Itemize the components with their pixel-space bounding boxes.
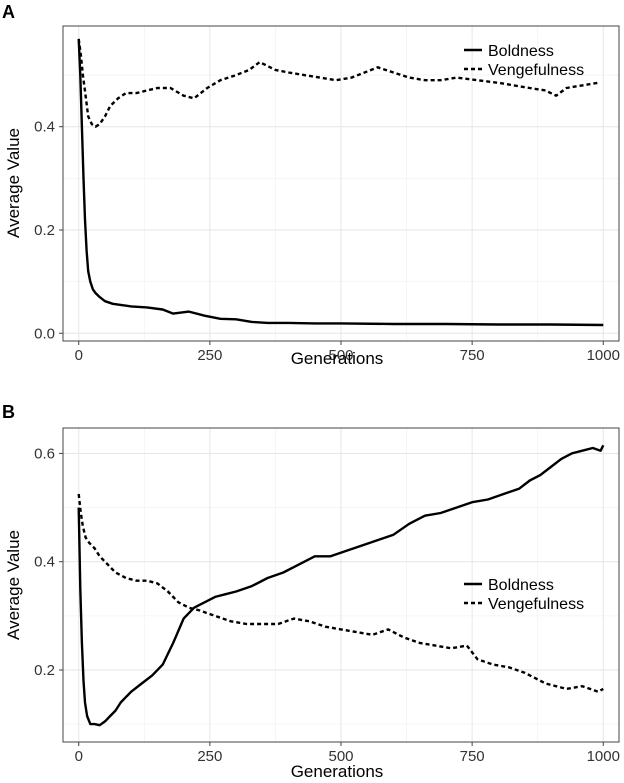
panel-b-y-axis-ticks: 0.2 0.4 0.6 <box>34 445 63 679</box>
panel-a-legend-vengefulness-label: Vengefulness <box>488 62 584 79</box>
panel-b-gridlines <box>63 428 619 742</box>
panel-a-y-tick-label: 0.2 <box>34 222 55 239</box>
panel-b-x-tick-label: 1000 <box>587 748 620 765</box>
panel-a-x-tick-label: 750 <box>460 347 485 364</box>
panel-a-y-axis-ticks: 0.0 0.2 0.4 <box>34 119 63 342</box>
panel-a-gridlines <box>63 26 619 341</box>
panel-a-x-tick-label: 0 <box>75 347 83 364</box>
panel-b-x-tick-label: 500 <box>328 748 353 765</box>
panel-b-x-axis-ticks: 0 250 500 750 1000 <box>75 742 620 765</box>
panel-a-label: A <box>2 2 15 22</box>
panel-b-label: B <box>2 402 15 422</box>
panel-a-x-tick-label: 1000 <box>587 347 620 364</box>
panel-a-y-tick-label: 0.4 <box>34 119 55 136</box>
panel-b-x-axis-title: Generations <box>291 762 384 781</box>
panel-b-x-tick-label: 750 <box>460 748 485 765</box>
panel-a-legend: Boldness Vengefulness <box>464 43 584 79</box>
panel-b-y-axis-title: Average Value <box>4 530 23 640</box>
panel-a-x-tick-label: 250 <box>197 347 222 364</box>
panel-a-y-tick-label: 0.0 <box>34 325 55 342</box>
panel-a-legend-boldness-label: Boldness <box>488 43 554 60</box>
panel-b-legend: Boldness Vengefulness <box>464 577 584 613</box>
panel-b-legend-boldness-label: Boldness <box>488 577 554 594</box>
panel-b-series <box>77 444 605 727</box>
panel-b-x-tick-label: 250 <box>197 748 222 765</box>
panel-b-y-tick-label: 0.4 <box>34 554 55 571</box>
panel-a-x-axis-title: Generations <box>291 349 384 368</box>
panel-b: B 0 250 500 750 1000 0.2 0.4 0.6 Generations A… <box>2 402 620 781</box>
panel-a: A 0 250 500 750 1000 0.0 0.2 0.4 Generations A… <box>2 2 620 368</box>
panel-a-vengefulness-line <box>77 38 599 128</box>
panel-b-legend-vengefulness-label: Vengefulness <box>488 596 584 613</box>
panel-b-y-tick-label: 0.2 <box>34 662 55 679</box>
panel-b-boldness-line <box>77 444 605 727</box>
panel-a-x-axis-ticks: 0 250 500 750 1000 <box>75 341 620 364</box>
panel-b-y-tick-label: 0.6 <box>34 445 55 462</box>
panel-b-x-tick-label: 0 <box>75 748 83 765</box>
panel-a-series <box>77 38 604 327</box>
panel-a-x-tick-label: 500 <box>328 347 353 364</box>
panel-a-y-axis-title: Average Value <box>4 128 23 238</box>
panel-a-boldness-line <box>77 38 604 327</box>
panel-b-vengefulness-line <box>77 493 604 693</box>
